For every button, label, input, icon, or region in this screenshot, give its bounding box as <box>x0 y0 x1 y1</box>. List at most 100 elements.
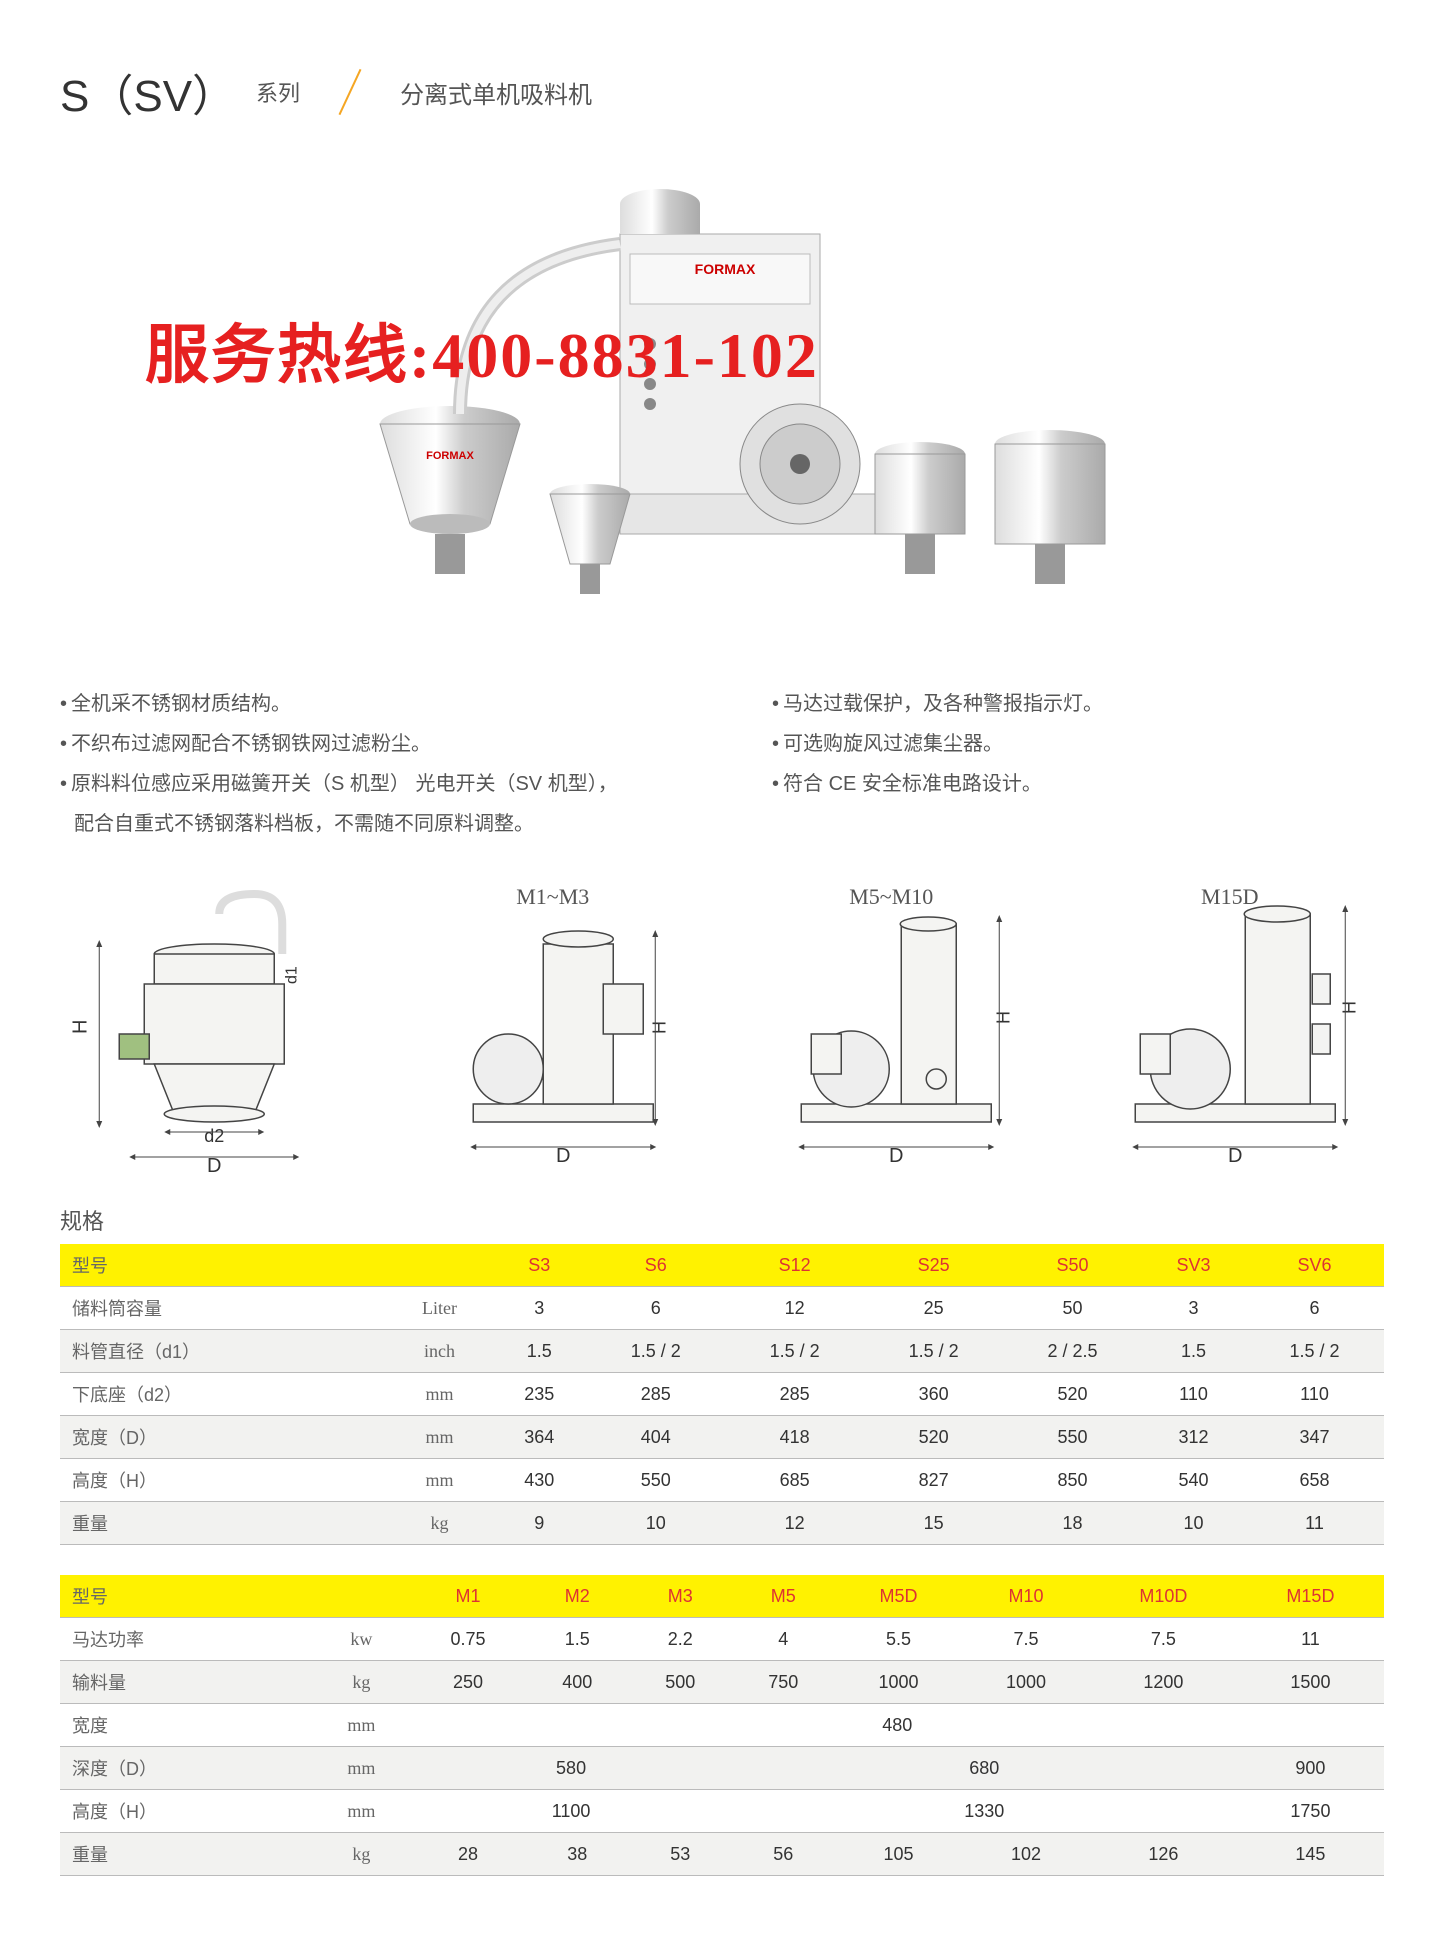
feature-item: 符合 CE 安全标准电路设计。 <box>772 764 1384 804</box>
table-cell: 高度（H） <box>60 1790 312 1833</box>
svg-text:D: D <box>889 1145 903 1167</box>
table-cell: 7.5 <box>962 1618 1090 1661</box>
table-cell: 1100 <box>410 1790 731 1833</box>
table-cell: 12 <box>725 1502 864 1545</box>
table-cell: 5.5 <box>835 1618 963 1661</box>
spec-table-2: 型号M1M2M3M5M5DM10M10DM15D 马达功率kw0.751.52.… <box>60 1575 1384 1876</box>
table-cell: 110 <box>1142 1373 1245 1416</box>
table-row: 高度（H）mm110013301750 <box>60 1790 1384 1833</box>
table-cell: 250 <box>410 1661 525 1704</box>
spec-title: 规格 <box>60 1204 1384 1236</box>
table-cell: 3 <box>492 1287 586 1330</box>
table-header-cell <box>387 1244 492 1287</box>
table-cell: 重量 <box>60 1833 312 1876</box>
table-cell: 580 <box>410 1747 731 1790</box>
table-cell: 827 <box>864 1459 1003 1502</box>
diagram-label-3: M5~M10 <box>737 884 1046 910</box>
table-header-cell: M5D <box>835 1575 963 1618</box>
diagram-label-2: M1~M3 <box>399 884 708 910</box>
table-cell: 4 <box>732 1618 835 1661</box>
table-cell: 1750 <box>1237 1790 1384 1833</box>
table-cell: 1500 <box>1237 1661 1384 1704</box>
table-cell: kw <box>312 1618 410 1661</box>
svg-text:D: D <box>207 1155 221 1177</box>
diagram-2: H D <box>399 884 708 1184</box>
svg-text:FORMAX: FORMAX <box>695 261 756 277</box>
table-header-cell: M10D <box>1090 1575 1237 1618</box>
table-cell: 宽度（D） <box>60 1416 387 1459</box>
table-cell: 550 <box>586 1459 725 1502</box>
diagram-label-4: M15D <box>1076 884 1385 910</box>
table-cell: 404 <box>586 1416 725 1459</box>
table-cell: 685 <box>725 1459 864 1502</box>
table-cell: mm <box>387 1416 492 1459</box>
table-cell: 1.5 / 2 <box>864 1330 1003 1373</box>
table-cell: 储料筒容量 <box>60 1287 387 1330</box>
table-cell: 1.5 / 2 <box>586 1330 725 1373</box>
table-row: 重量kg9101215181011 <box>60 1502 1384 1545</box>
table-header-cell: 型号 <box>60 1244 387 1287</box>
table-cell: 312 <box>1142 1416 1245 1459</box>
table-cell: 500 <box>629 1661 732 1704</box>
table-row: 料管直径（d1）inch1.51.5 / 21.5 / 21.5 / 22 / … <box>60 1330 1384 1373</box>
table-row: 马达功率kw0.751.52.245.57.57.511 <box>60 1618 1384 1661</box>
table-cell: 1.5 <box>1142 1330 1245 1373</box>
table-cell: 56 <box>732 1833 835 1876</box>
table-cell: 9 <box>492 1502 586 1545</box>
table-cell: 料管直径（d1） <box>60 1330 387 1373</box>
table-cell: 2 / 2.5 <box>1003 1330 1142 1373</box>
table-cell: 520 <box>1003 1373 1142 1416</box>
svg-text:D: D <box>556 1145 570 1167</box>
table-row: 高度（H）mm430550685827850540658 <box>60 1459 1384 1502</box>
table-header-cell: M2 <box>526 1575 629 1618</box>
svg-text:FORMAX: FORMAX <box>426 450 474 462</box>
product-name: 分离式单机吸料机 <box>400 75 592 110</box>
table-row: 宽度（D）mm364404418520550312347 <box>60 1416 1384 1459</box>
table-cell: mm <box>312 1790 410 1833</box>
header-separator <box>339 69 362 115</box>
table-cell: kg <box>312 1661 410 1704</box>
svg-text:H: H <box>69 1020 91 1034</box>
table-cell: 680 <box>732 1747 1237 1790</box>
table-header-cell <box>312 1575 410 1618</box>
table-header-cell: M10 <box>962 1575 1090 1618</box>
feature-item: 马达过载保护，及各种警报指示灯。 <box>772 684 1384 724</box>
features-section: 全机采不锈钢材质结构。不织布过滤网配合不锈钢铁网过滤粉尘。原料料位感应采用磁簧开… <box>60 684 1384 844</box>
table-cell: 750 <box>732 1661 835 1704</box>
page-header: S（SV） 系列 分离式单机吸料机 <box>60 60 1384 124</box>
table-cell: 3 <box>1142 1287 1245 1330</box>
table-cell: 15 <box>864 1502 1003 1545</box>
table-cell: 1.5 <box>526 1618 629 1661</box>
table-cell: 11 <box>1237 1618 1384 1661</box>
table-cell: 深度（D） <box>60 1747 312 1790</box>
table-cell: 18 <box>1003 1502 1142 1545</box>
feature-item: 原料料位感应采用磁簧开关（S 机型） 光电开关（SV 机型）， <box>60 764 672 804</box>
table-header-cell: SV6 <box>1245 1244 1384 1287</box>
svg-text:d1: d1 <box>283 966 300 984</box>
table-row: 深度（D）mm580680900 <box>60 1747 1384 1790</box>
table-cell: 540 <box>1142 1459 1245 1502</box>
table-cell: 430 <box>492 1459 586 1502</box>
table-cell: 7.5 <box>1090 1618 1237 1661</box>
table-cell: 2.2 <box>629 1618 732 1661</box>
table-cell: mm <box>312 1747 410 1790</box>
table-header-cell: S50 <box>1003 1244 1142 1287</box>
table-header-cell: M1 <box>410 1575 525 1618</box>
feature-item: 配合自重式不锈钢落料档板，不需随不同原料调整。 <box>60 804 672 844</box>
table-cell: kg <box>387 1502 492 1545</box>
table-cell: 1.5 / 2 <box>725 1330 864 1373</box>
table-row: 重量kg28385356105102126145 <box>60 1833 1384 1876</box>
diagrams-row: H d1 d2 D M1~M3 H D <box>60 884 1384 1184</box>
model-code: S（SV） <box>60 60 236 124</box>
feature-item: 全机采不锈钢材质结构。 <box>60 684 672 724</box>
table-cell: 53 <box>629 1833 732 1876</box>
table-cell: 418 <box>725 1416 864 1459</box>
feature-item: 可选购旋风过滤集尘器。 <box>772 724 1384 764</box>
svg-text:H: H <box>993 1011 1013 1024</box>
table-header-cell: M15D <box>1237 1575 1384 1618</box>
table-cell: mm <box>312 1704 410 1747</box>
table-cell: 10 <box>586 1502 725 1545</box>
table-header-cell: 型号 <box>60 1575 312 1618</box>
table-cell: mm <box>387 1373 492 1416</box>
table-cell: 110 <box>1245 1373 1384 1416</box>
